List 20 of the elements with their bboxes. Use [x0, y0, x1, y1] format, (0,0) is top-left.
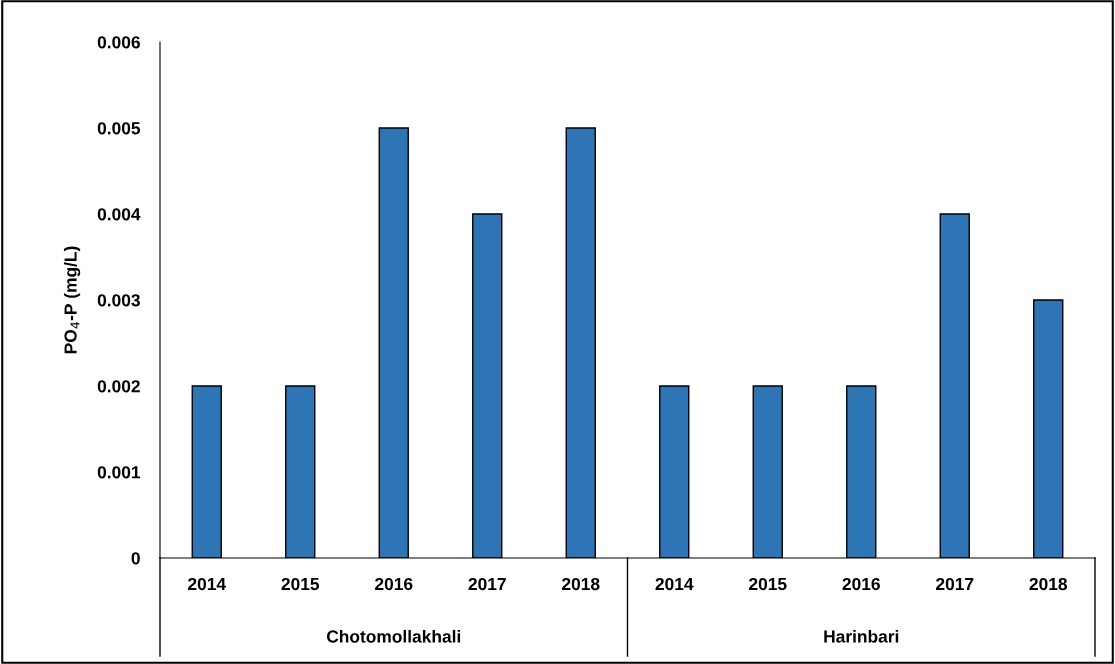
- x-tick-label: 2018: [1029, 577, 1068, 591]
- y-tick-label: 0.002: [97, 380, 140, 393]
- y-axis-title: PO$_{4}$-P (mg/L): [63, 246, 81, 354]
- x-tick-label: 2015: [749, 577, 787, 591]
- x-tick-label: 2018: [562, 577, 600, 591]
- text: Chotomollakhali: [326, 629, 461, 643]
- y-tick-label: 0.006: [97, 36, 140, 49]
- y-tick-label: 0: [131, 552, 140, 565]
- x-tick-label: 2014: [188, 577, 226, 591]
- y-tick-label: 0.001: [97, 466, 141, 479]
- y-tick-label: 0.005: [97, 122, 141, 135]
- x-tick-label: 2017: [468, 577, 506, 591]
- x-tick-label: 2017: [936, 577, 974, 591]
- x-tick-label: 2016: [842, 577, 880, 591]
- x-tick-label: 2015: [281, 577, 320, 591]
- x-tick-label: 2016: [375, 577, 413, 591]
- x-tick-label: 2014: [655, 577, 694, 591]
- text: Harinbari: [824, 629, 899, 643]
- y-tick-label: 0.004: [97, 208, 141, 221]
- y-tick-label: 0.003: [97, 294, 140, 307]
